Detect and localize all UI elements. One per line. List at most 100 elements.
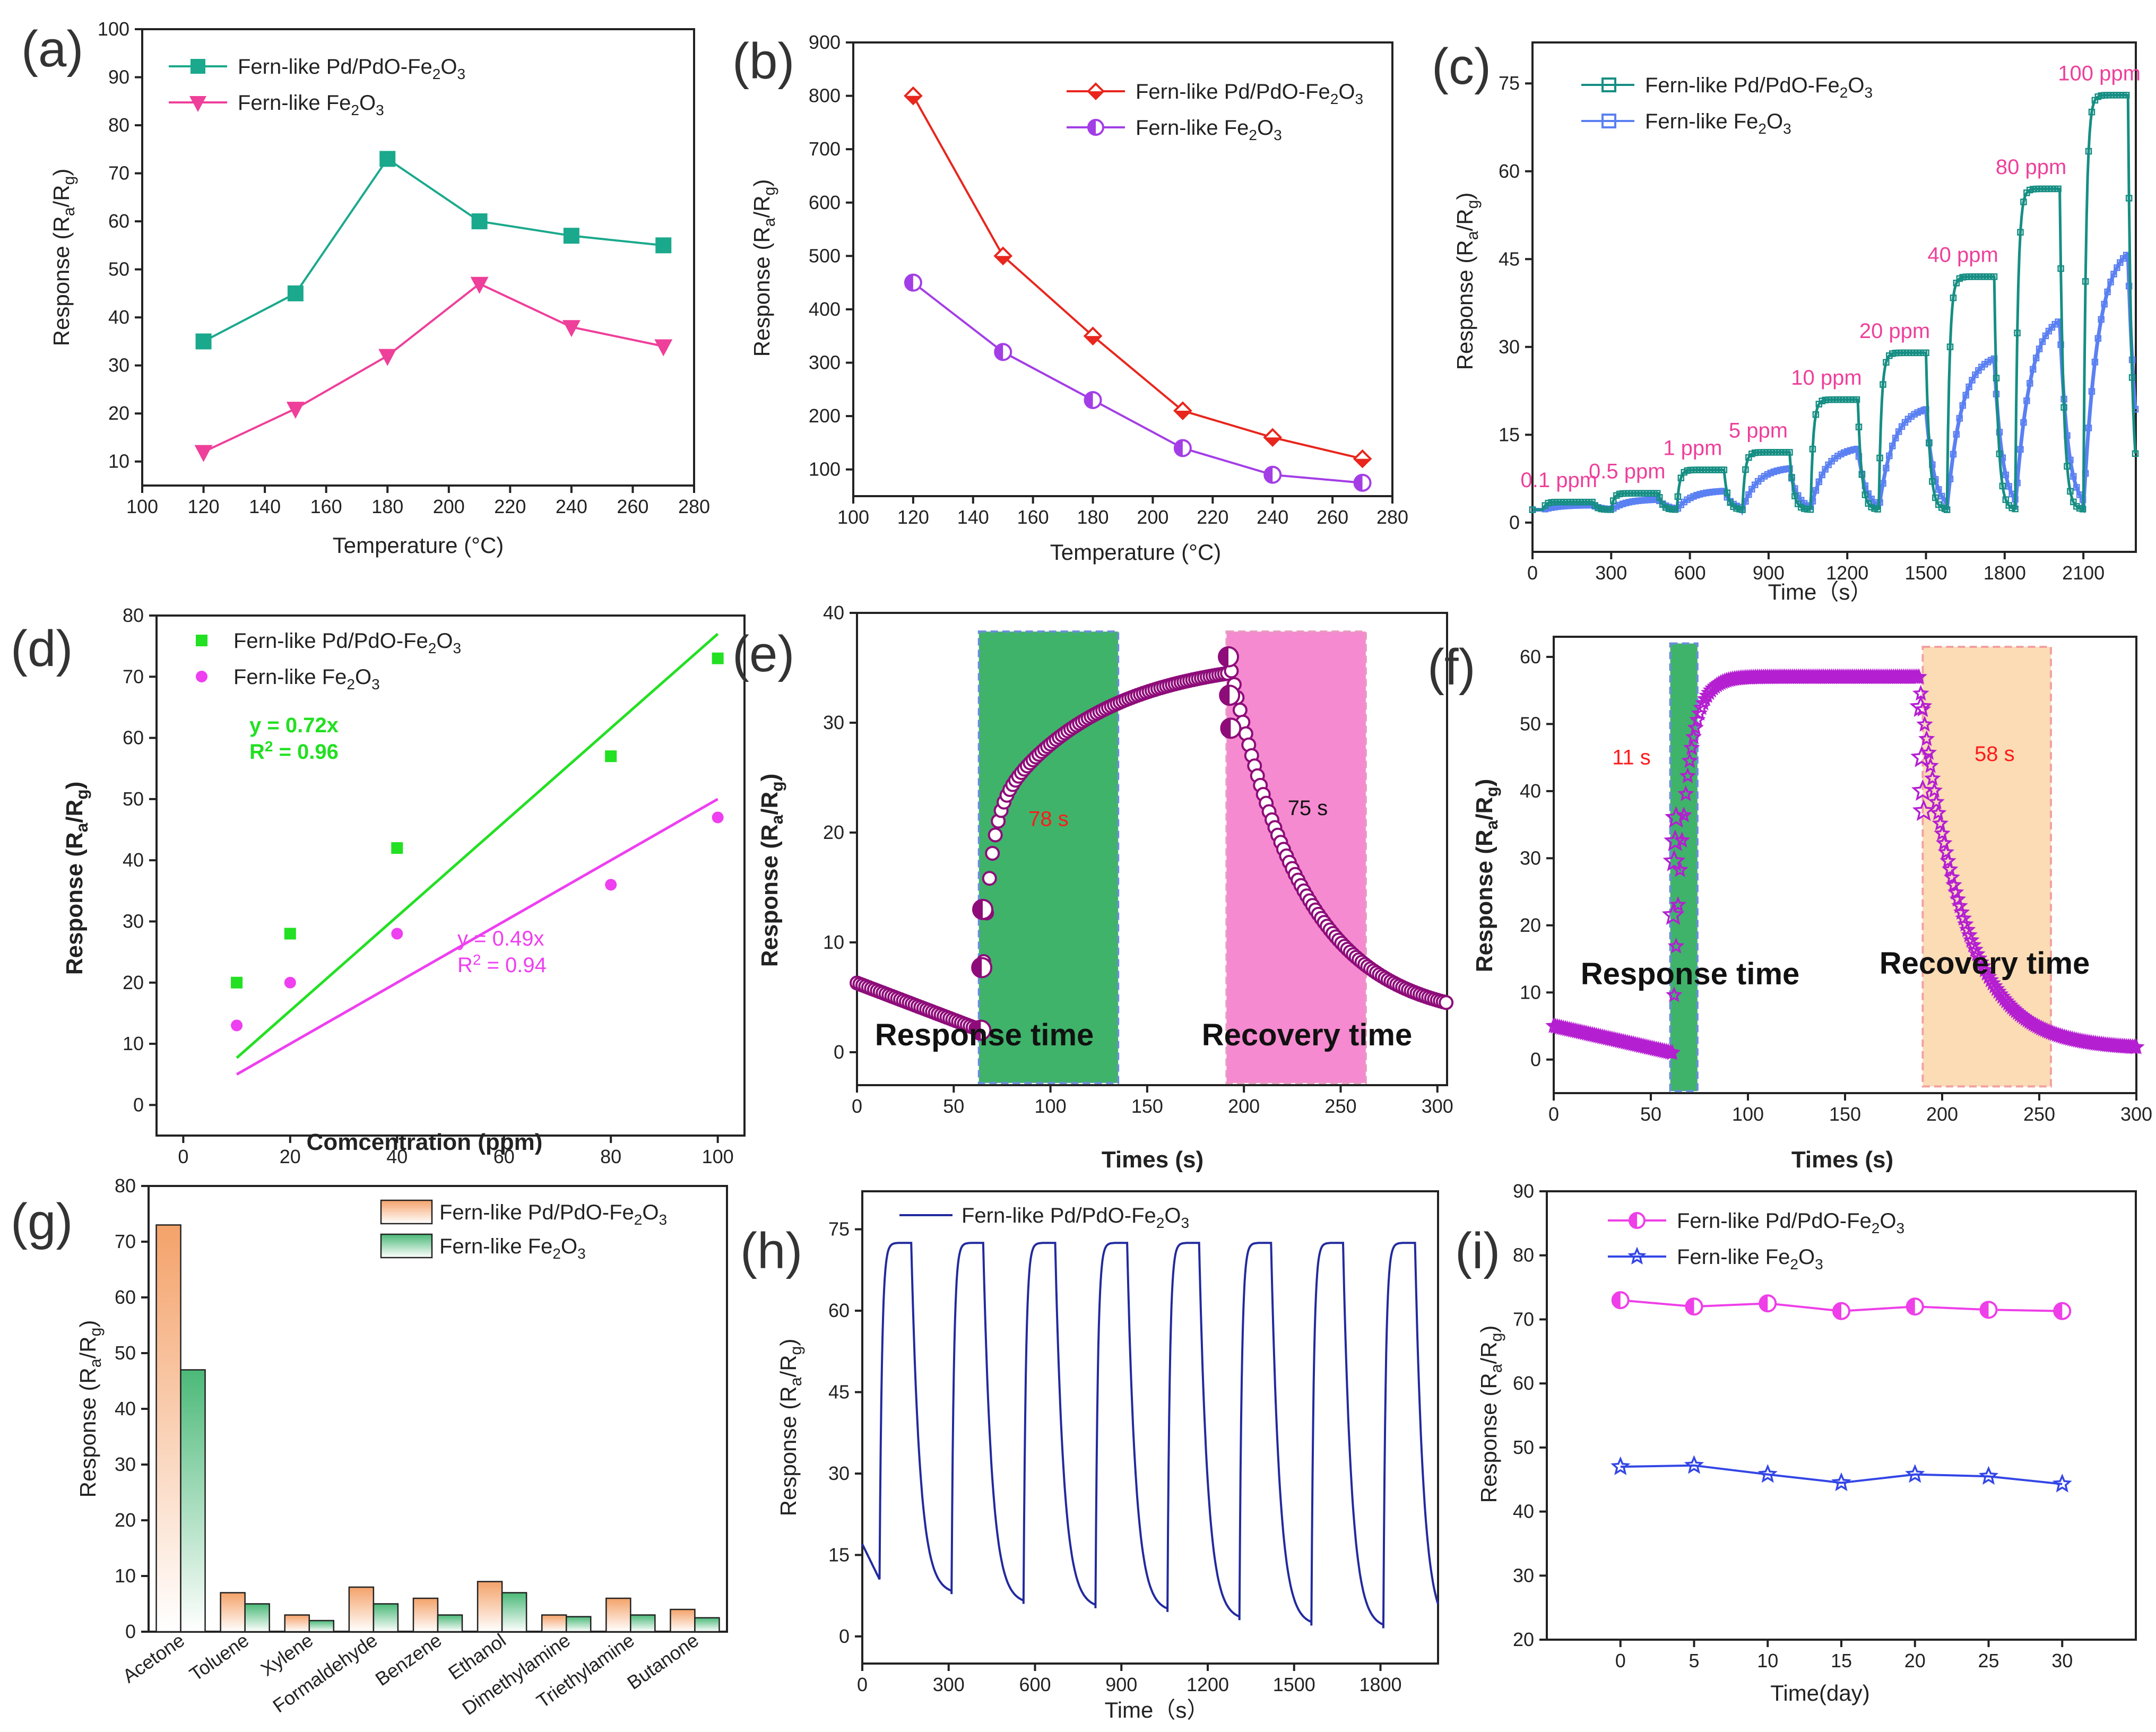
data-point [1946,343,1954,350]
concentration-label: 0.1 ppm [1521,469,1598,492]
data-point [2067,488,2074,495]
x-tick-label: 250 [2023,1103,2055,1125]
data-point [2055,185,2062,193]
marker-fill [1630,1213,1637,1228]
label-segment: Response (R [75,1367,100,1497]
label-segment: a [72,822,91,832]
panel-label: (f) [1427,639,1476,696]
y-tick-label: 45 [828,1381,850,1403]
label-segment: ) [62,782,88,790]
y-axis-label-text: Response (Ra/Rg) [1476,1326,1505,1503]
label-segment: Fern-like Pd/PdO-Fe [1645,74,1840,97]
data-point [1812,411,1820,418]
label-segment: = 0.96 [273,740,338,764]
data-point [1975,957,1992,974]
y-tick-label: 800 [809,85,841,107]
data-point [1858,471,1866,478]
y-tick-label: 0 [839,1625,850,1647]
label-segment: a [1488,1364,1505,1373]
label-segment: Response (R [749,227,774,357]
data-point [287,285,304,301]
data-point [1889,443,1896,449]
recovery-time-value: 58 s [1975,742,2015,766]
label-segment: 2 [347,676,355,692]
x-tick-label: Toluene [185,1629,253,1685]
y-tick-label: 20 [115,1509,136,1531]
bar [541,1614,567,1633]
y-axis-label: Response (Ra/Rg) [757,774,786,967]
y-tick-label: 30 [823,712,844,733]
label-segment: Response (R [1471,829,1497,972]
label-segment: 2 [1249,127,1257,143]
data-point [1664,1044,1681,1060]
data-point [2002,471,2010,479]
marker-fill [1354,474,1363,491]
data-point [1990,273,1998,280]
recovery-time-label: Recovery time [1880,946,2090,981]
y-tick-label: 50 [1513,1436,1534,1458]
legend-label: Fern-like Pd/PdO-Fe2O3 [439,1201,667,1228]
x-tick-label-group: Benzene [371,1629,446,1690]
marker-fill [1088,120,1096,135]
marker-fill [1174,440,1183,456]
marker-fill [905,274,913,291]
label-segment: 2 [552,1245,561,1262]
y-axis-label: Response (Ra/Rg) [1476,1326,1505,1503]
response-time-label: Response time [875,1018,1094,1052]
data-point [1941,861,1959,877]
label-segment: 2 [1872,1220,1880,1236]
data-point [2060,404,2067,411]
bar [437,1614,463,1633]
data-point [1353,473,1372,492]
data-point [1220,717,1242,739]
data-point [1880,381,1886,388]
concentration-label: 40 ppm [1927,243,1998,266]
data-point [1083,326,1103,346]
y-tick-label: 10 [108,451,129,472]
y-axis-label: Response (Ra/Rg) [75,1320,105,1498]
x-tick-label: 0 [852,1095,862,1117]
y-tick-label: 30 [115,1453,136,1475]
data-point [1969,945,1986,962]
label-segment: O [1257,116,1274,140]
x-tick-label: 150 [1829,1103,1861,1125]
data-point [284,976,296,989]
data-point [972,898,993,920]
y-tick-label: 10 [1520,981,1541,1003]
label-segment: g [60,176,78,185]
label-segment: Fern-like Fe [1677,1245,1790,1269]
panel-label: (e) [732,626,794,682]
y-tick-label: 30 [1520,847,1541,869]
plot-frame [141,28,695,487]
marker-fill [995,256,1011,264]
y-tick-label: 20 [1520,914,1541,936]
label-segment: O [440,55,457,79]
data-point [1982,971,1999,988]
label-segment: 2 [265,738,273,755]
response-window-box [977,630,1120,1084]
data-point [1663,850,1686,871]
data-point [1219,685,1241,706]
data-point [1916,715,1933,732]
data-point [196,671,207,682]
data-point [2029,366,2037,373]
label-segment: O [359,91,376,115]
data-point [1945,876,1962,893]
label-segment: 3 [1864,84,1873,101]
data-point [1950,294,1957,301]
data-point [391,928,403,940]
x-tick-label: 250 [1324,1095,1356,1117]
bar [348,1586,375,1633]
x-tick-label: 1800 [1984,562,2026,584]
data-point [195,333,212,350]
y-tick-label: 40 [108,306,129,328]
data-point [1687,719,1704,735]
data-point [284,928,296,940]
label-segment: 2 [1156,1215,1165,1231]
data-point [1809,446,1816,453]
y-axis-label-text: Response (Ra/Rg) [75,1320,105,1498]
label-segment: /R [1476,1341,1501,1364]
label-segment: O [1338,80,1355,103]
label-segment: a [60,207,78,216]
marker-fill [1980,1302,1989,1318]
